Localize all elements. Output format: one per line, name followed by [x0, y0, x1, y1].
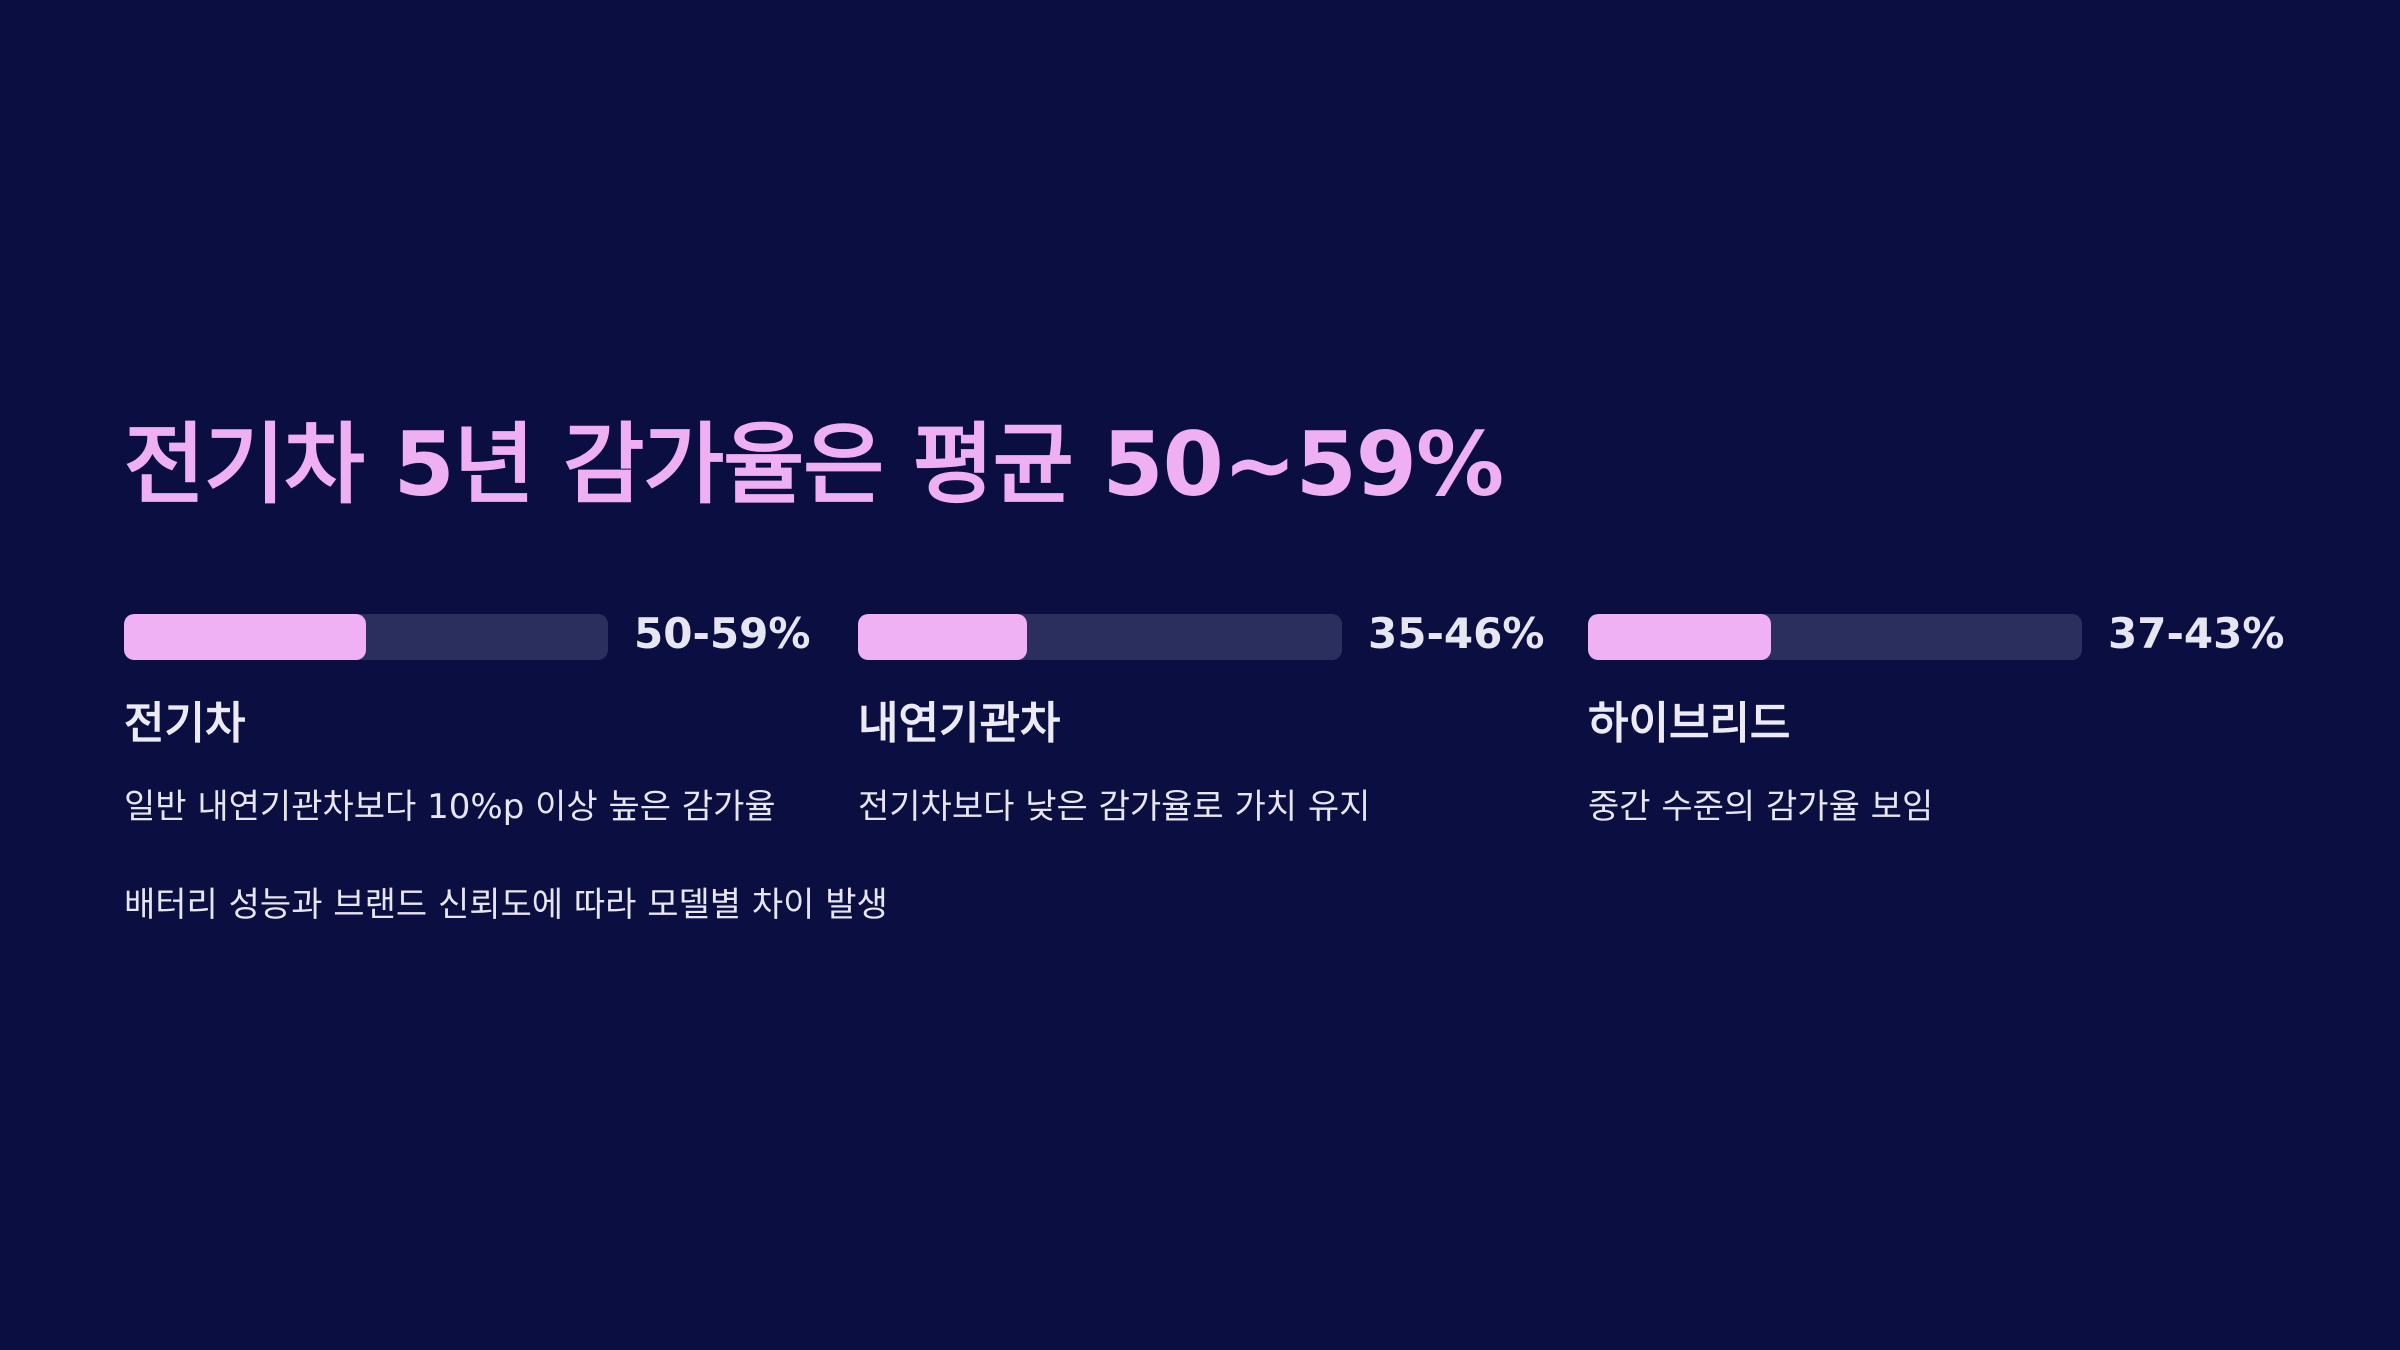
metric-label: 전기차 [124, 698, 246, 749]
metric-value: 37-43% [2108, 609, 2285, 658]
metric-description-ev: 일반 내연기관차보다 10%p 이상 높은 감가율 [124, 787, 776, 827]
metric-hybrid: 37-43% 하이브리드 [1588, 604, 2284, 749]
slide-title: 전기차 5년 감가율은 평균 50~59% [124, 413, 1504, 516]
metric-value: 50-59% [634, 609, 811, 658]
metric-ev: 50-59% 전기차 [124, 604, 814, 749]
metric-ice: 35-46% 내연기관차 [858, 604, 1548, 749]
progress-fill [1588, 614, 1771, 660]
metric-label: 내연기관차 [858, 698, 1061, 749]
progress-fill [124, 614, 366, 660]
progress-fill [858, 614, 1028, 660]
footnote: 배터리 성능과 브랜드 신뢰도에 따라 모델별 차이 발생 [124, 885, 888, 925]
metric-description-ice: 전기차보다 낮은 감가율로 가치 유지 [858, 787, 1371, 827]
metric-bar-row: 35-46% [858, 604, 1548, 664]
progress-track [1588, 614, 2082, 660]
metric-value: 35-46% [1368, 609, 1545, 658]
metric-bar-row: 50-59% [124, 604, 814, 664]
progress-track [124, 614, 608, 660]
metric-label: 하이브리드 [1588, 698, 1791, 749]
progress-track [858, 614, 1342, 660]
metrics-row: 50-59% 전기차 35-46% 내연기관차 37-43% 하이브리드 [124, 604, 2284, 749]
metric-description-hybrid: 중간 수준의 감가율 보임 [1588, 787, 1934, 827]
metric-bar-row: 37-43% [1588, 604, 2284, 664]
